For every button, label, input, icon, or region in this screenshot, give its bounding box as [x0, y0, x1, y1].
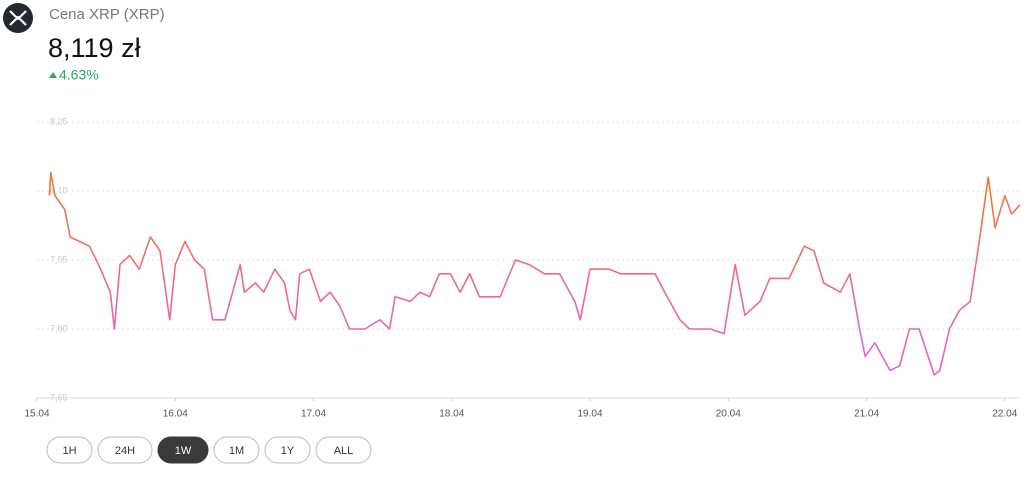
button-bg: [97, 436, 153, 464]
range-button[interactable]: ALL: [315, 436, 372, 464]
range-buttons: 1H 24H 1W 1M 1Y ALL: [46, 436, 372, 464]
x-tick-label: 15.04: [24, 409, 49, 420]
button-label: ALL: [334, 445, 354, 457]
range-button[interactable]: 1W: [157, 436, 209, 464]
plot: 7,65 7,80 7,95 8,10 8,25 15.04 16.04 17.04 18.04…: [24, 116, 1021, 420]
range-button[interactable]: 1H: [46, 436, 93, 464]
y-tick-label: 8,25: [50, 116, 68, 126]
up-arrow: [49, 72, 57, 78]
price-change: 4.63%: [59, 67, 99, 83]
y-tick-label: 7,65: [50, 392, 68, 402]
range-button[interactable]: 1M: [213, 436, 260, 464]
price-line: [48, 171, 1021, 376]
coin-title: Cena XRP (XRP): [49, 6, 165, 23]
price: 8,119 zł: [48, 33, 141, 63]
x-tick-label: 20.04: [716, 409, 741, 420]
button-bg: [213, 436, 260, 464]
button-label: 1W: [175, 445, 192, 457]
x-tick-label: 17.04: [301, 409, 326, 420]
y-tick-label: 7,80: [50, 323, 68, 333]
button-label: 1H: [62, 445, 76, 457]
coin-icon: [3, 3, 33, 33]
range-button[interactable]: 1Y: [264, 436, 311, 464]
y-tick-label: 8,10: [50, 185, 68, 195]
button-label: 24H: [115, 445, 135, 457]
x-tick-label: 22.04: [992, 409, 1017, 420]
button-bg: [264, 436, 311, 464]
range-button[interactable]: 24H: [97, 436, 153, 464]
button-bg: [157, 436, 209, 464]
button-label: 1M: [229, 445, 244, 457]
x-tick-label: 19.04: [578, 409, 603, 420]
x-tick-label: 16.04: [163, 409, 188, 420]
button-label: 1Y: [281, 445, 295, 457]
x-tick-label: 21.04: [854, 409, 879, 420]
button-bg: [315, 436, 372, 464]
y-tick-label: 7,95: [50, 254, 68, 264]
button-bg: [46, 436, 93, 464]
x-tick-label: 18.04: [439, 409, 464, 420]
